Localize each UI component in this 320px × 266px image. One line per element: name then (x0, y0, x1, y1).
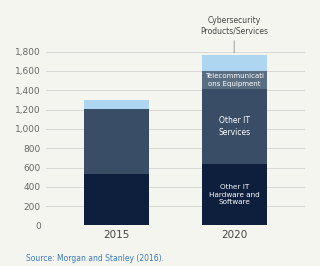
Bar (202, 71, 267, 89)
Bar (84, 174, 149, 226)
Text: Other IT
Hardware and
Software: Other IT Hardware and Software (209, 184, 260, 205)
Bar (84, 100, 149, 109)
Text: Source: Morgan and Stanley (2016).: Source: Morgan and Stanley (2016). (26, 254, 164, 263)
Bar (84, 109, 149, 174)
Text: Telecommunicati
ons Equipment: Telecommunicati ons Equipment (205, 73, 264, 87)
Text: Cybersecurity
Products/Services: Cybersecurity Products/Services (200, 16, 268, 53)
Text: Other IT
Services: Other IT Services (218, 117, 250, 136)
Bar (202, 164, 267, 226)
Bar (202, 56, 267, 71)
Bar (202, 89, 267, 164)
